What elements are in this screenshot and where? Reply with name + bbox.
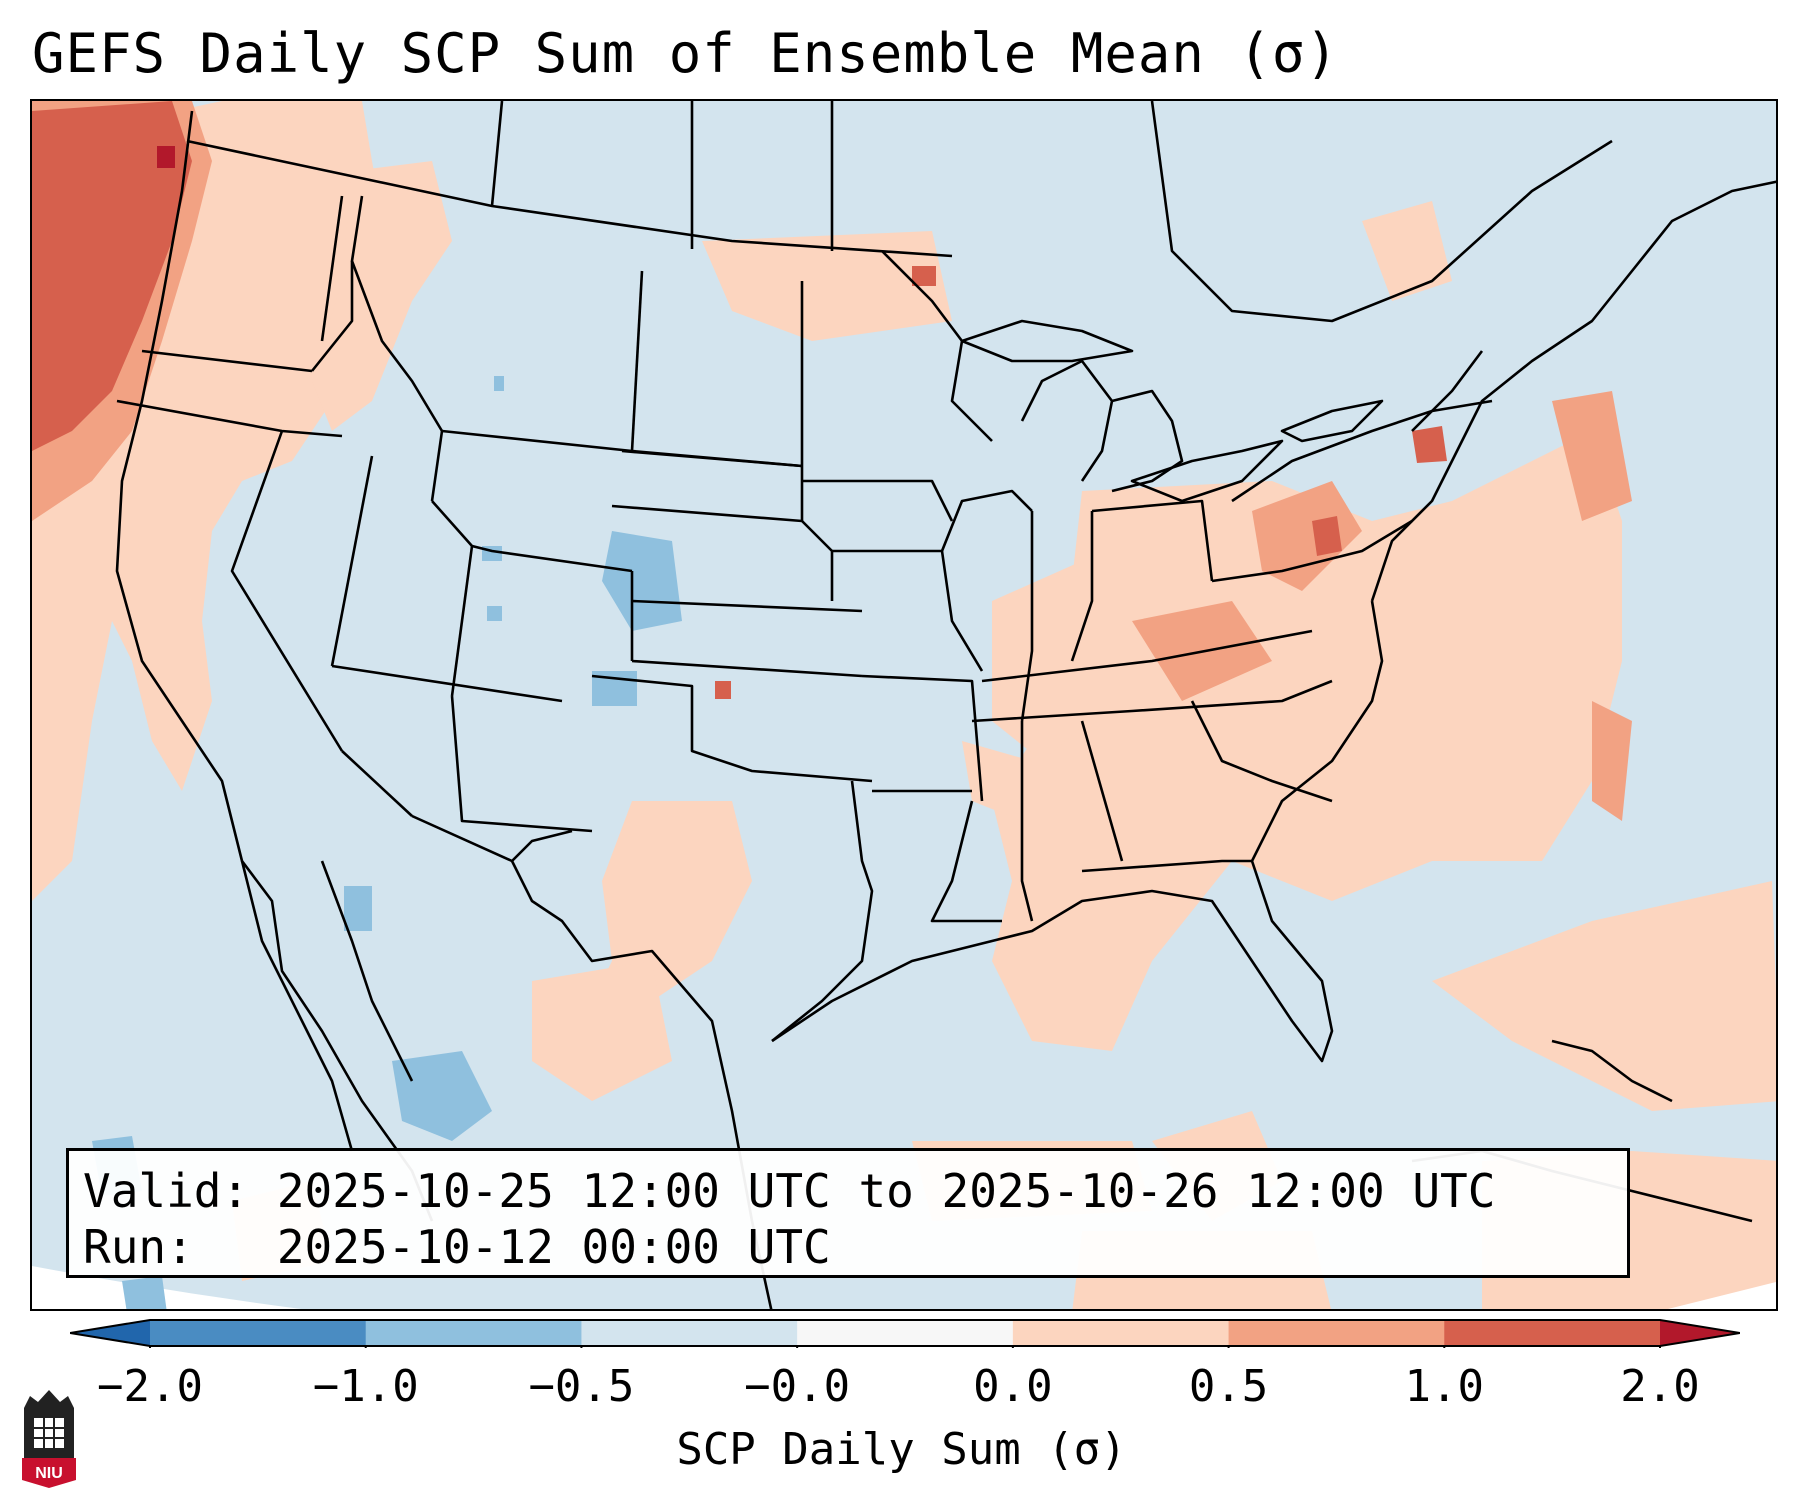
strong-positive-areas bbox=[32, 101, 1447, 556]
gulf-of-california-coast bbox=[320, 860, 414, 1082]
colorbar-tick-label: 0.0 bbox=[973, 1361, 1053, 1412]
valid-run-info-box: Valid: 2025-10-25 12:00 UTC to 2025-10-2… bbox=[66, 1148, 1630, 1278]
colorbar-outline bbox=[70, 1319, 1740, 1347]
colorbar-tick-label: 1.0 bbox=[1404, 1361, 1485, 1412]
logo-text: NIU bbox=[35, 1465, 63, 1482]
colorbar-bin bbox=[1012, 1320, 1230, 1346]
california-nevada-border bbox=[230, 430, 344, 752]
colorbar-bin bbox=[1228, 1320, 1445, 1346]
baja-coast bbox=[240, 860, 354, 1152]
colorbar-bin bbox=[150, 1320, 367, 1346]
colorado-cell bbox=[715, 681, 731, 699]
lake-erie bbox=[1130, 439, 1284, 503]
colorbar-bin bbox=[365, 1320, 582, 1346]
north-dakota-cell bbox=[912, 266, 936, 286]
colorbar-over-triangle bbox=[1660, 1320, 1740, 1346]
colorbar-tick-label: 2.0 bbox=[1620, 1361, 1700, 1412]
colorbar-bin bbox=[581, 1320, 798, 1346]
gulf-atlantic-coastline bbox=[771, 600, 1384, 1063]
lake-superior bbox=[960, 319, 1134, 363]
bahamas-islands bbox=[1551, 1039, 1673, 1103]
state-borders bbox=[115, 101, 1776, 1309]
colorbar-bin bbox=[797, 1320, 1014, 1346]
northeast-coastline bbox=[1370, 180, 1776, 602]
colorbar-tick-label: −0.5 bbox=[528, 1361, 635, 1412]
colorbar bbox=[70, 1319, 1740, 1348]
colorbar-tick-label: −2.0 bbox=[97, 1361, 203, 1412]
scp-map bbox=[32, 101, 1776, 1309]
colorbar-tick-label: 0.5 bbox=[1188, 1361, 1269, 1412]
colorbar-bin bbox=[1444, 1320, 1661, 1346]
valid-time-text: Valid: 2025-10-25 12:00 UTC to 2025-10-2… bbox=[83, 1164, 1496, 1218]
map-panel bbox=[30, 99, 1778, 1311]
colorbar-label: SCP Daily Sum (σ) bbox=[676, 1424, 1127, 1475]
niu-logo-icon: NIU bbox=[22, 1390, 76, 1488]
us-canada-border bbox=[186, 139, 953, 258]
colorbar-under-triangle bbox=[70, 1320, 150, 1346]
colorbar-tick-label: −0.0 bbox=[744, 1361, 851, 1412]
lake-ontario bbox=[1280, 399, 1384, 443]
texas-border bbox=[510, 829, 754, 1222]
chart-title: GEFS Daily SCP Sum of Ensemble Mean (σ) bbox=[32, 22, 1339, 85]
michigan-outline bbox=[1020, 359, 1114, 482]
run-time-text: Run: 2025-10-12 00:00 UTC bbox=[83, 1220, 831, 1274]
max-positive-cell bbox=[157, 146, 175, 168]
colorbar-tick-label: −1.0 bbox=[312, 1361, 419, 1412]
canada-province-lines bbox=[1150, 101, 1613, 323]
